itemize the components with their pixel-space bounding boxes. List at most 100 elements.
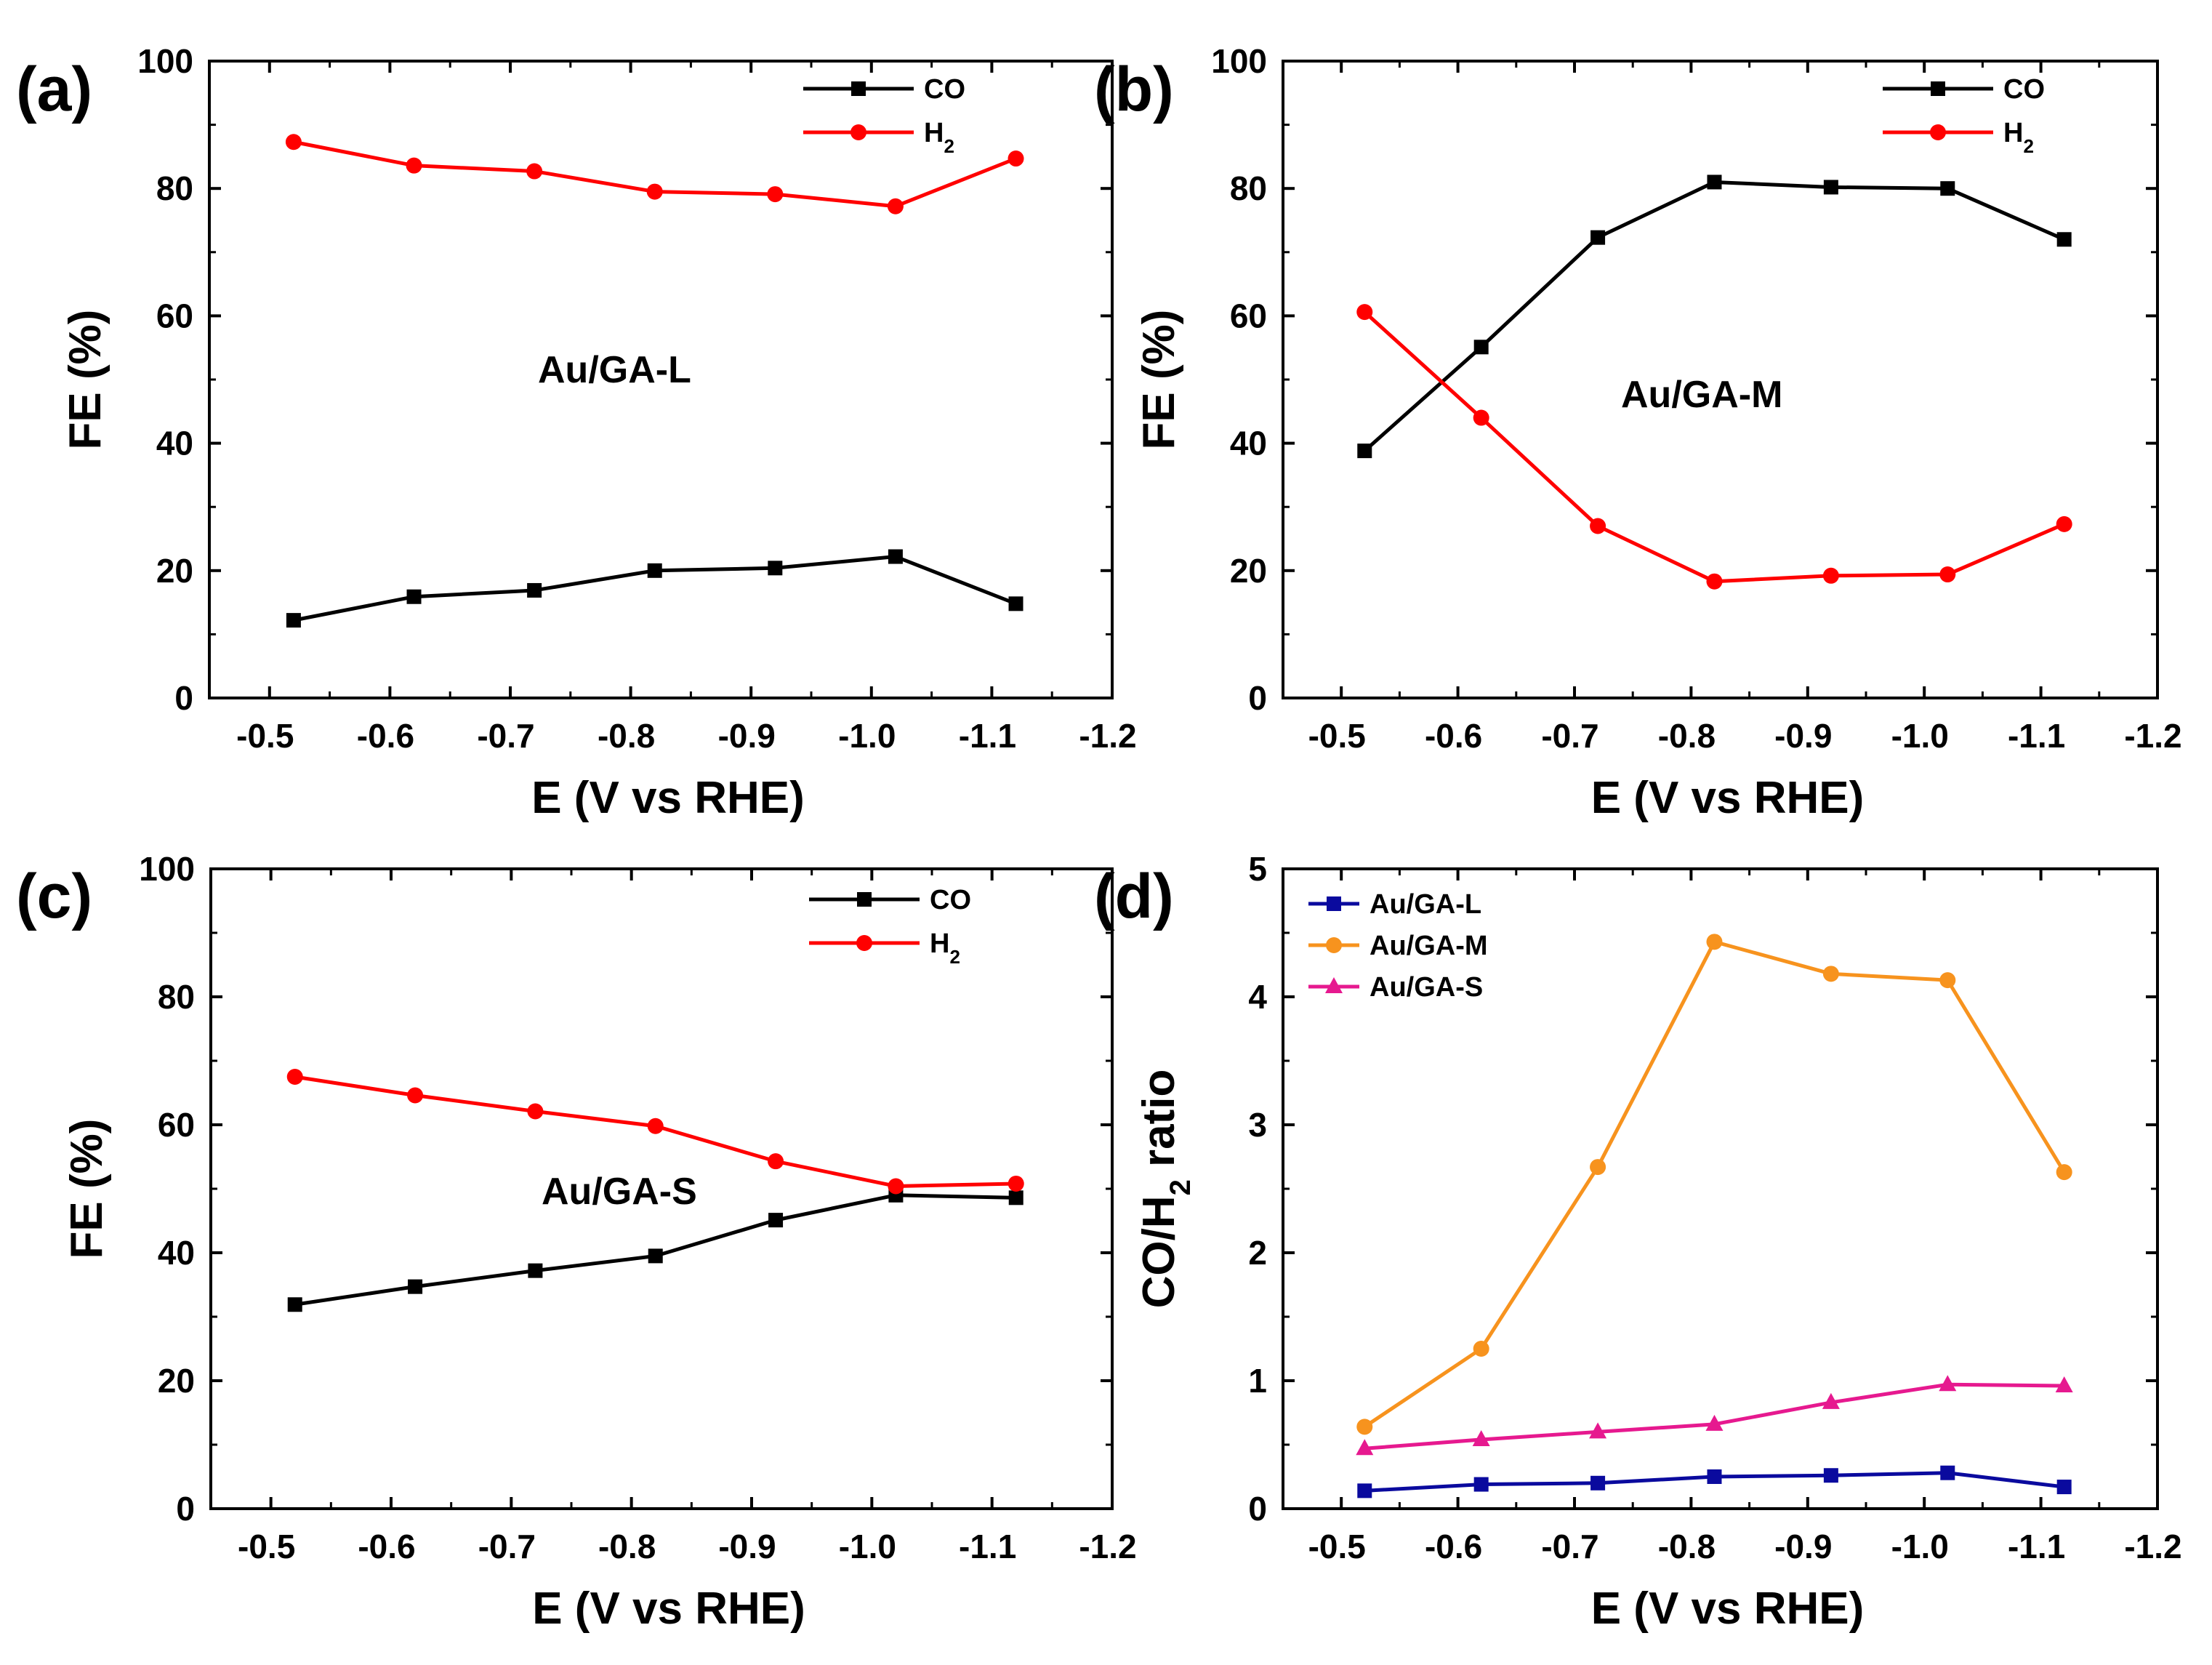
x-tick-label: -0.7 — [478, 1528, 536, 1565]
data-point — [1822, 567, 1839, 584]
sample-annotation: Au/GA-L — [538, 349, 691, 391]
x-tick-label: -0.9 — [1774, 717, 1832, 755]
data-point — [286, 1069, 303, 1085]
data-point — [647, 563, 662, 578]
data-point — [406, 589, 422, 604]
data-point — [1357, 444, 1372, 459]
y-tick-label: 60 — [156, 297, 193, 334]
y-tick-label: 5 — [1248, 850, 1267, 888]
panel-letter: (d) — [1094, 862, 1174, 931]
legend-label-sub: 2 — [2023, 135, 2033, 157]
data-point — [1473, 1477, 1489, 1492]
y-tick-label: 100 — [137, 42, 193, 80]
data-point — [1008, 1190, 1023, 1205]
panel-letter: (c) — [16, 862, 92, 931]
data-point — [1939, 1375, 1957, 1392]
legend: CO H2 — [803, 74, 965, 157]
x-tick-label: -0.6 — [1425, 1528, 1482, 1565]
x-tick-label: -1.1 — [2008, 1528, 2065, 1565]
y-tick-label: 40 — [1230, 425, 1267, 462]
data-point — [1008, 1175, 1024, 1192]
y-tick-label: 40 — [158, 1234, 195, 1272]
data-point — [1940, 181, 1955, 196]
y-tick-label: 60 — [1230, 297, 1267, 334]
legend-label-main: Au/GA-S — [1370, 972, 1483, 1003]
series-au-ga-s — [1356, 1375, 2073, 1456]
y-tick-label: 3 — [1248, 1106, 1267, 1144]
series-h2 — [1356, 304, 2072, 590]
legend-label: CO — [924, 74, 965, 105]
data-point — [1473, 409, 1489, 426]
x-tick-label: -0.5 — [1308, 1528, 1366, 1565]
data-point — [1008, 596, 1023, 611]
x-tick-label: -1.2 — [1079, 717, 1136, 755]
data-point — [1590, 518, 1606, 534]
data-point — [408, 1279, 423, 1294]
data-point — [648, 1248, 663, 1264]
legend-label: Au/GA-S — [1370, 972, 1483, 1003]
x-tick-label: -0.5 — [1308, 717, 1366, 755]
series-au-ga-m — [1356, 934, 2072, 1435]
data-point — [1939, 566, 1956, 583]
data-point — [887, 198, 904, 214]
legend-label: H2 — [2003, 118, 2034, 157]
y-tick-label: 1 — [1248, 1362, 1267, 1400]
x-tick-label: -1.2 — [1079, 1528, 1136, 1565]
y-tick-label: 80 — [156, 169, 193, 207]
x-tick-label: -1.0 — [1891, 717, 1949, 755]
legend-label-sub: 2 — [944, 135, 954, 157]
x-tick-label: -0.7 — [1541, 1528, 1598, 1565]
x-tick-label: -1.1 — [959, 717, 1016, 755]
y-tick-label: 0 — [1248, 1490, 1267, 1528]
legend-label: H2 — [930, 928, 960, 968]
x-tick-label: -0.5 — [238, 1528, 295, 1565]
data-point — [888, 549, 903, 564]
legend-swatch-marker — [1325, 977, 1343, 993]
y-tick-label: 80 — [158, 978, 195, 1016]
data-point — [647, 1118, 664, 1134]
legend-label-main: Au/GA-M — [1370, 931, 1488, 961]
sample-annotation: Au/GA-M — [1621, 374, 1782, 416]
series-h2 — [286, 1069, 1024, 1195]
y-tick-label: 0 — [176, 1490, 195, 1528]
y-axis-label: FE (%) — [62, 1119, 112, 1259]
legend-swatch-marker — [1930, 124, 1946, 140]
data-point — [1473, 340, 1489, 355]
x-tick-label: -0.7 — [1541, 717, 1598, 755]
legend: Au/GA-L Au/GA-M Au/GA-S — [1308, 889, 1488, 1003]
data-point — [767, 186, 784, 203]
data-point — [1706, 573, 1723, 590]
legend-label: CO — [930, 885, 971, 915]
legend-swatch-marker — [857, 892, 872, 907]
x-tick-label: -0.8 — [598, 717, 655, 755]
legend: CO H2 — [1883, 74, 2045, 157]
data-point — [768, 1213, 784, 1228]
data-point — [1590, 230, 1606, 245]
x-tick-label: -0.9 — [718, 717, 776, 755]
legend: CO H2 — [809, 885, 971, 968]
data-point — [285, 134, 302, 151]
x-tick-label: -0.7 — [477, 717, 534, 755]
data-point — [287, 1297, 302, 1312]
x-axis-label: E (V vs RHE) — [1591, 1584, 1865, 1634]
panel-letter: (a) — [16, 55, 92, 124]
data-point — [1823, 180, 1838, 195]
data-point — [1356, 1439, 1374, 1456]
x-axis-label: E (V vs RHE) — [1591, 773, 1865, 823]
y-tick-label: 4 — [1248, 978, 1267, 1016]
data-point — [1590, 1475, 1606, 1491]
legend-swatch-marker — [1931, 81, 1945, 96]
data-point — [2056, 515, 2072, 532]
legend-label-main: CO — [930, 885, 971, 915]
x-tick-label: -0.8 — [598, 1528, 656, 1565]
data-point — [1707, 1469, 1722, 1484]
x-tick-label: -0.6 — [357, 717, 414, 755]
x-tick-label: -0.9 — [718, 1528, 776, 1565]
data-point — [527, 582, 542, 598]
y-axis-label: FE (%) — [60, 310, 110, 450]
data-point — [768, 1153, 784, 1170]
data-point — [1357, 1483, 1372, 1498]
data-point — [1589, 1422, 1607, 1439]
data-point — [768, 561, 783, 576]
data-point — [1823, 1468, 1838, 1483]
